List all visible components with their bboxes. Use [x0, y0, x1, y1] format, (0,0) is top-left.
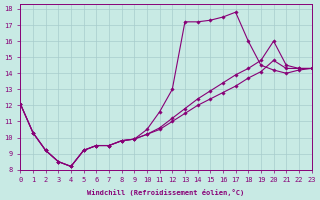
X-axis label: Windchill (Refroidissement éolien,°C): Windchill (Refroidissement éolien,°C)	[87, 189, 244, 196]
